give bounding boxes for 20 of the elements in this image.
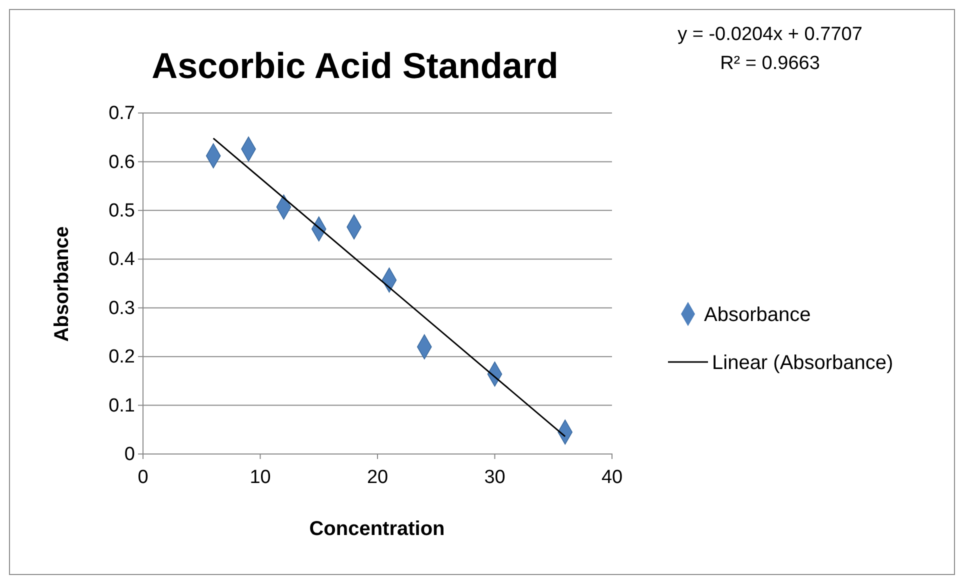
chart-title: Ascorbic Acid Standard [152,45,558,86]
y-tick-label: 0.3 [108,298,135,319]
y-tick-label: 0.4 [108,249,136,270]
x-axis-title: Concentration [309,518,445,540]
x-tick-label: 40 [601,466,623,488]
x-tick-label: 20 [366,466,388,488]
y-tick-label: 0.5 [108,200,135,222]
y-tick-label: 0.2 [108,346,135,368]
y-tick-label: 0.7 [108,103,135,124]
y-tick-label: 0.1 [108,395,135,416]
y-tick-label: 0.6 [108,152,135,173]
x-tick-label: 10 [250,466,271,488]
text: y = -0.0204x + 0.7707 [678,24,862,45]
legend-label: Absorbance [704,304,811,326]
y-tick-label: 0 [124,444,135,466]
text: R² = 0.9663 [720,53,820,74]
y-axis-title: Absorbance [51,226,73,342]
legend-label: Linear (Absorbance) [712,352,894,374]
x-tick-label: 30 [484,466,506,488]
x-tick-label: 0 [138,466,148,488]
